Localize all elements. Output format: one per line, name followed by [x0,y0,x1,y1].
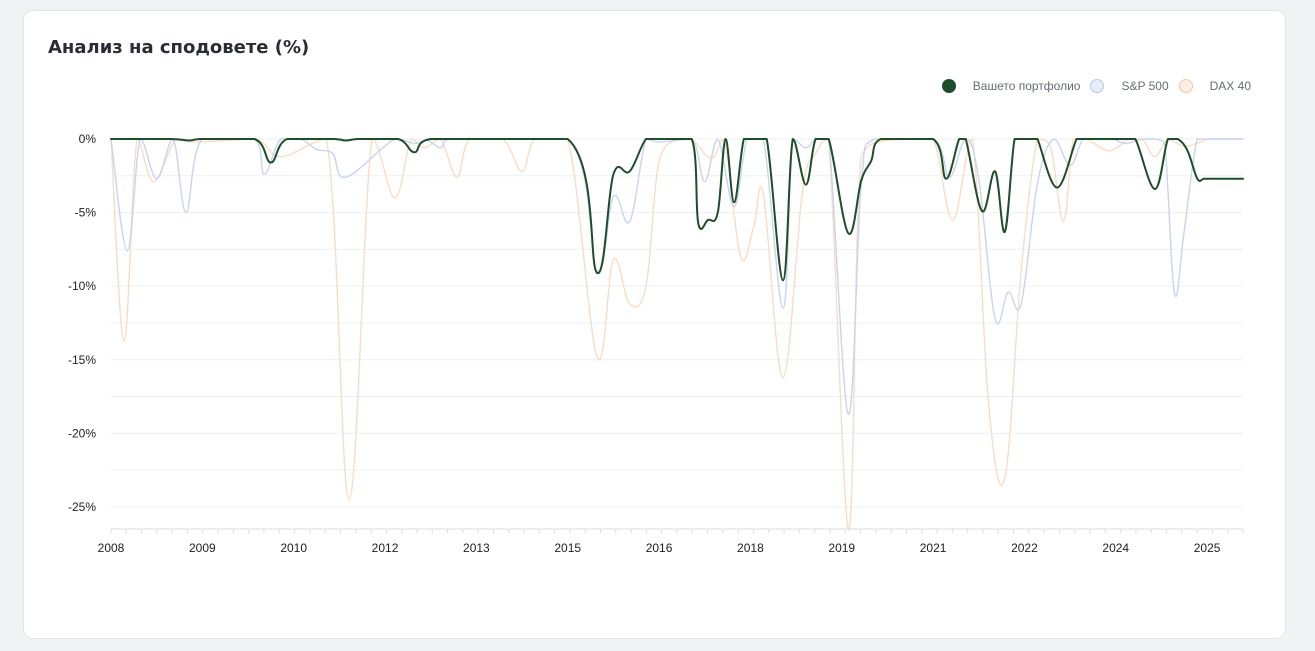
x-tick-label: 2019 [828,541,855,555]
x-tick-label: 2015 [554,541,581,555]
series-line-portfolio [110,137,1244,282]
x-tick-label: 2018 [737,541,764,555]
legend-swatch-portfolio [941,79,956,93]
y-tick-label: 0% [79,132,97,146]
legend-label-portfolio: Вашето портфолио [972,79,1081,93]
chart-legend: Вашето портфолио S&P 500 DAX 40 [934,79,1253,93]
x-tick-label: 2009 [189,541,216,555]
drawdown-chart: 0% -5% -10% -15% -20% -25% 2008 2009 2010 2012 201… [68,132,1244,555]
y-tick-label: -25% [68,500,96,514]
x-tick-label: 2024 [1102,541,1129,555]
chart-title: Анализ на сподовете (%) [48,37,310,58]
y-tick-label: -20% [68,426,96,440]
legend-label-sp500: S&P 500 [1121,79,1169,93]
x-tick-label: 2021 [920,541,947,555]
drawdown-card: Анализ на сподовете (%) Вашето портфолио… [23,10,1286,639]
legend-item-dax40[interactable]: DAX 40 [1178,79,1253,93]
x-tick-label: 2016 [646,541,673,555]
y-tick-label: -10% [68,279,96,293]
legend-item-sp500[interactable]: S&P 500 [1090,79,1170,93]
y-tick-label: -5% [75,206,97,220]
legend-swatch-sp500 [1090,79,1105,93]
x-tick-label: 2012 [372,541,399,555]
series-line-sp500 [110,138,1244,415]
y-tick-label: -15% [68,353,96,367]
legend-label-dax40: DAX 40 [1209,79,1251,93]
x-tick-label: 2010 [280,541,307,555]
series-line-dax40 [110,138,1244,530]
x-tick-label: 2008 [98,541,125,555]
legend-swatch-dax40 [1178,79,1193,93]
legend-item-portfolio[interactable]: Вашето портфолио [941,79,1083,93]
x-tick-label: 2022 [1011,541,1038,555]
x-tick-label: 2013 [463,541,490,555]
x-tick-label: 2025 [1194,541,1221,555]
